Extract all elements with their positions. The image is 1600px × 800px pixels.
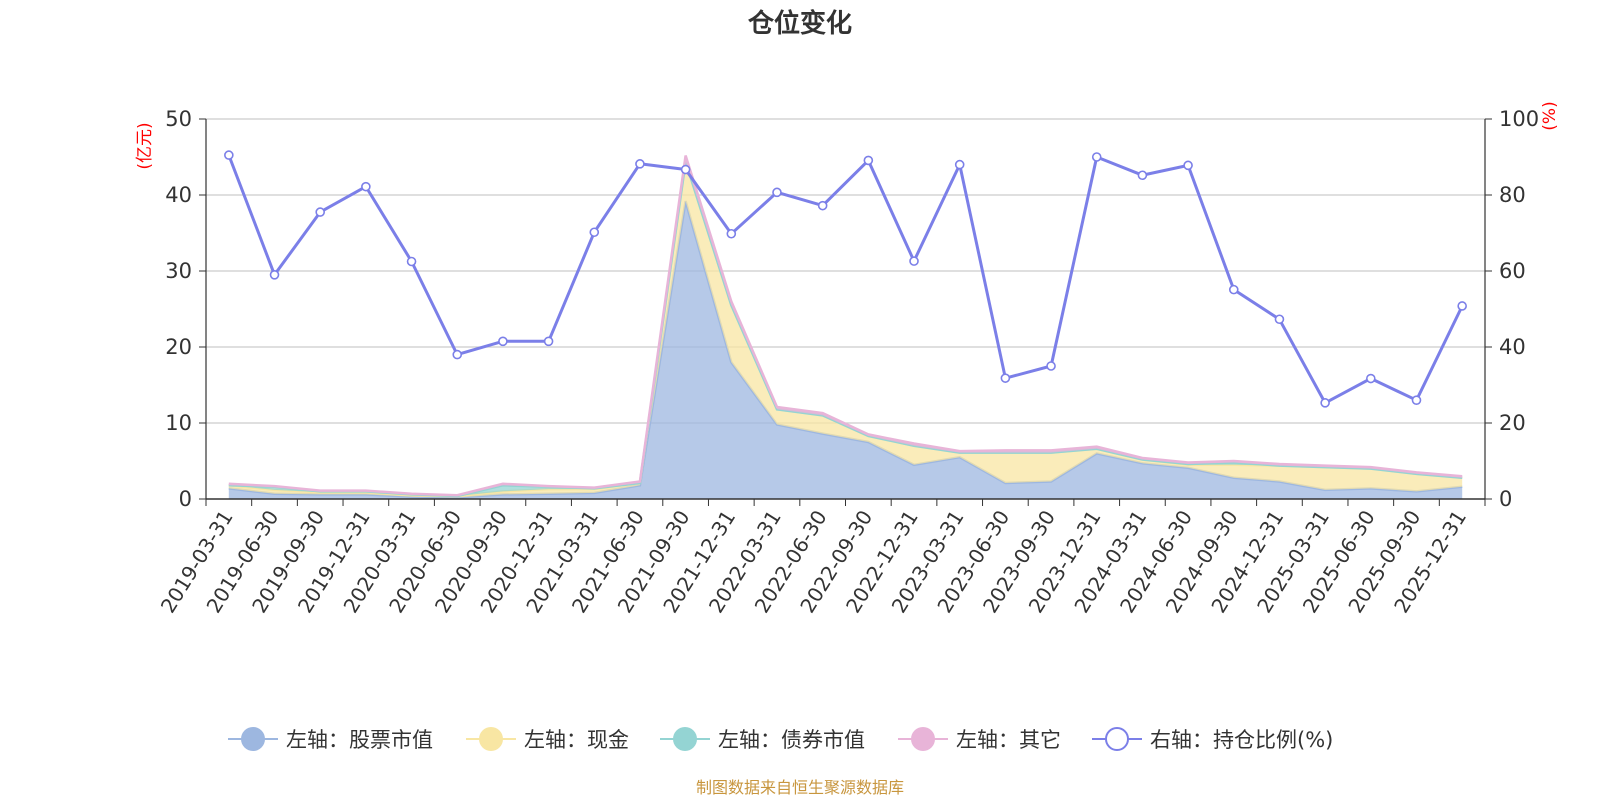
legend-item[interactable]: 左轴：现金 <box>466 727 629 752</box>
legend-label: 左轴：股票市值 <box>286 728 433 752</box>
legend-item[interactable]: 左轴：债券市值 <box>660 727 865 752</box>
ratio-point <box>726 228 737 239</box>
ratio-point <box>909 256 919 266</box>
left-y-tick-label: 40 <box>165 183 192 207</box>
left-y-tick-label: 0 <box>179 487 192 511</box>
ratio-point <box>1320 398 1330 408</box>
legend-marker <box>911 727 935 751</box>
legend-item[interactable]: 右轴：持仓比例(%) <box>1092 727 1333 752</box>
ratio-point <box>315 207 325 217</box>
right-y-tick-label: 20 <box>1499 411 1526 435</box>
ratio-point <box>1046 361 1056 371</box>
left-y-tick-label: 10 <box>165 411 192 435</box>
gridlines <box>206 118 1485 424</box>
left-y-tick-label: 30 <box>165 259 192 283</box>
ratio-point <box>361 181 371 192</box>
ratio-point <box>589 227 600 238</box>
ratio-point <box>1274 314 1285 325</box>
legend-marker <box>479 727 503 751</box>
legend: 左轴：股票市值 左轴：现金 左轴：债券市值 左轴：其它 右轴：持仓比例(%) <box>228 727 1333 752</box>
chart-title: 仓位变化 <box>747 8 852 39</box>
legend-marker <box>673 727 697 751</box>
ratio-point <box>1411 395 1422 406</box>
right-axis-unit: (%) <box>1540 101 1560 130</box>
right-y-tick-label: 0 <box>1499 487 1512 511</box>
ratio-point <box>224 150 234 160</box>
ratio-point <box>954 159 965 170</box>
left-axis-unit: (亿元) <box>135 122 155 169</box>
legend-label: 左轴：债券市值 <box>718 728 865 752</box>
legend-label: 右轴：持仓比例(%) <box>1150 728 1333 752</box>
ratio-point <box>269 269 280 280</box>
ratio-point <box>863 155 874 166</box>
ratio-point <box>680 164 691 175</box>
data-source-note: 制图数据来自恒生聚源数据库 <box>696 778 904 797</box>
right-y-tick-label: 80 <box>1499 183 1526 207</box>
legend-item[interactable]: 左轴：其它 <box>898 727 1061 752</box>
area-edge-左轴：其它 <box>228 155 1463 497</box>
stacked-areas <box>228 155 1463 499</box>
area-左轴：现金 <box>228 161 1463 498</box>
ratio-point <box>1000 373 1011 383</box>
ratio-point <box>1137 170 1148 181</box>
legend-label: 左轴：现金 <box>524 728 629 752</box>
ratio-point <box>452 349 463 360</box>
ratio-point <box>817 200 828 211</box>
ratio-point <box>498 336 508 347</box>
ratio-point <box>1366 373 1376 384</box>
ratio-point <box>1091 152 1102 162</box>
right-y-tick-label: 60 <box>1499 259 1526 283</box>
legend-label: 左轴：其它 <box>956 728 1061 752</box>
ratio-point <box>1457 301 1467 311</box>
ratio-point <box>1228 284 1239 295</box>
ratio-point <box>543 336 554 347</box>
left-y-tick-label: 50 <box>165 107 192 131</box>
ratio-point <box>772 187 782 198</box>
position-ratio-line <box>224 150 1467 408</box>
ratio-point <box>406 256 417 267</box>
legend-marker <box>1105 727 1129 751</box>
legend-marker <box>241 727 265 751</box>
right-y-tick-label: 40 <box>1499 335 1526 359</box>
right-y-tick-label: 100 <box>1499 107 1539 131</box>
legend-item[interactable]: 左轴：股票市值 <box>228 727 433 752</box>
ratio-point <box>1183 160 1193 171</box>
ratio-point <box>635 159 645 169</box>
left-y-tick-label: 20 <box>165 335 192 359</box>
line-右轴：持仓比例(%) <box>227 154 1464 405</box>
area-左轴：股票市值 <box>228 201 1463 499</box>
